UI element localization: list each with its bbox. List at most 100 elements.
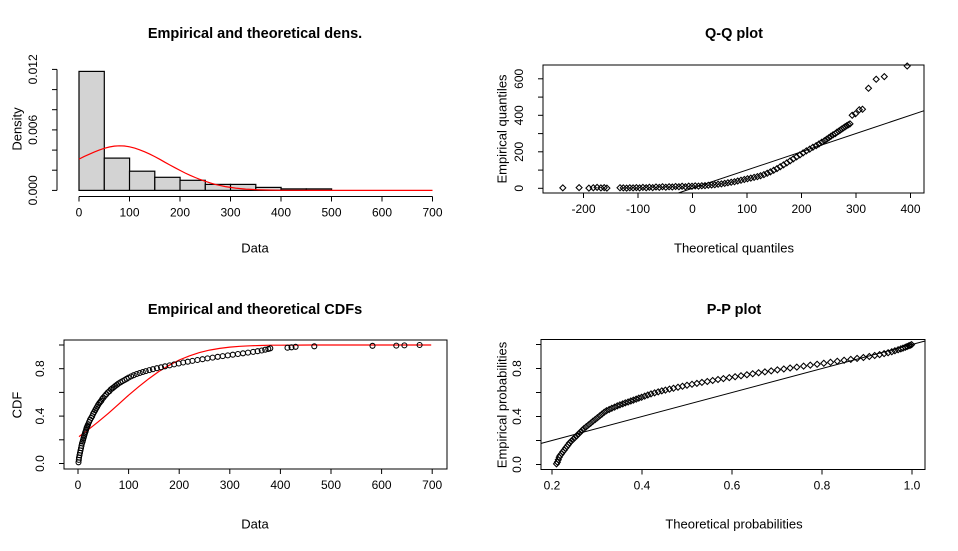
data-point-diamond <box>618 399 627 408</box>
data-point-diamond <box>694 182 703 190</box>
data-point-diamond <box>650 388 659 397</box>
x-tick-label: 400 <box>900 202 920 216</box>
data-point-diamond <box>711 180 719 189</box>
data-point-diamond <box>747 174 755 182</box>
data-point-diamond <box>645 183 654 191</box>
pp-title: P-P plot <box>706 301 762 318</box>
data-point-diamond <box>864 84 873 93</box>
histogram-bar <box>128 170 156 191</box>
y-tick-label: 0.0 <box>33 454 47 471</box>
cdf-xlabel: Data <box>241 516 269 531</box>
data-point-diamond <box>627 396 635 405</box>
data-point-diamond <box>602 406 611 414</box>
data-point-circle <box>224 351 231 358</box>
y-tick-label: 0.8 <box>33 360 47 377</box>
cdf-chart: 0 100 200 300 400 500 600 700 0.0 0.4 0.8 <box>33 339 448 492</box>
data-point-diamond <box>731 372 739 380</box>
data-point-diamond <box>802 147 811 155</box>
data-point-circle <box>369 342 376 349</box>
x-tick-label: 0 <box>76 206 83 220</box>
x-tick-label: 200 <box>791 202 811 216</box>
density-xlabel: Data <box>241 240 269 256</box>
data-point-diamond <box>773 365 782 374</box>
data-point-diamond <box>603 184 611 192</box>
data-point-diamond <box>806 360 815 369</box>
data-point-diamond <box>796 151 804 159</box>
density-ylabel: Density <box>9 107 25 151</box>
data-point-diamond <box>901 343 910 351</box>
data-point-diamond <box>851 110 860 118</box>
data-point-circle <box>204 354 211 361</box>
data-point-diamond <box>724 179 732 187</box>
data-point-diamond <box>714 375 722 383</box>
data-point-diamond <box>644 390 652 399</box>
cdf-panel: 0 100 200 300 400 500 600 700 0.0 0.4 0.8 Empirica… <box>0 276 479 551</box>
data-point-diamond <box>698 181 706 190</box>
pp-xlabel: Theoretical probabilities <box>665 516 803 531</box>
data-point-diamond <box>730 177 739 186</box>
data-point-circle <box>136 369 143 376</box>
data-point-diamond <box>903 62 911 70</box>
data-point-diamond <box>637 392 646 401</box>
pp-panel: 0.2 0.4 0.6 0.8 1.0 0.0 0.4 0.8 P-P plot Theore… <box>479 276 958 551</box>
density-title: Empirical and theoretical dens. <box>147 26 363 42</box>
data-point-diamond <box>872 75 880 84</box>
data-point-diamond <box>585 184 593 192</box>
x-tick-label: 100 <box>119 206 139 220</box>
data-point-diamond <box>640 391 649 400</box>
data-point-diamond <box>769 166 778 174</box>
data-point-diamond <box>786 157 794 165</box>
data-point-diamond <box>593 183 601 192</box>
data-point-circle <box>416 341 423 348</box>
data-point-diamond <box>698 378 706 386</box>
data-point-circle <box>284 344 291 351</box>
data-point-diamond <box>719 374 728 382</box>
histogram-bar <box>103 157 131 192</box>
data-point-circle <box>139 368 146 375</box>
data-point-diamond <box>906 340 914 349</box>
data-point-circle <box>229 351 236 358</box>
y-tick-label: 600 <box>512 68 526 88</box>
y-tick-label: 400 <box>512 105 526 125</box>
x-tick-label: 500 <box>321 478 341 492</box>
x-tick-label: 300 <box>846 202 866 216</box>
reference-line <box>541 339 926 444</box>
data-point-circle <box>142 367 149 374</box>
data-point-circle <box>101 392 108 399</box>
data-point-diamond <box>648 183 657 192</box>
data-point-diamond <box>833 357 842 365</box>
x-tick-label: 400 <box>270 478 290 492</box>
x-tick-label: -200 <box>571 202 595 216</box>
data-point-diamond <box>701 181 709 190</box>
histogram-bar <box>154 176 181 192</box>
data-point-diamond <box>613 401 622 410</box>
data-point-circle <box>146 366 153 373</box>
histogram-bar <box>78 70 105 192</box>
data-point-diamond <box>853 354 861 362</box>
data-point-diamond <box>610 402 619 411</box>
y-tick-label: 0.8 <box>510 359 524 376</box>
x-tick-label: 200 <box>170 206 190 220</box>
data-point-diamond <box>820 358 828 367</box>
data-point-circle <box>393 342 400 349</box>
data-point-diamond <box>846 120 854 128</box>
x-tick-label: 0.2 <box>544 478 561 492</box>
data-point-diamond <box>616 400 624 409</box>
data-point-circle <box>244 349 252 356</box>
cdf-title: Empirical and theoretical CDFs <box>147 301 363 318</box>
data-point-diamond <box>748 369 757 378</box>
data-point-diamond <box>840 356 848 364</box>
data-point-diamond <box>635 393 643 402</box>
data-point-diamond <box>760 170 768 179</box>
data-point-circle <box>219 352 226 359</box>
data-point-diamond <box>880 72 889 81</box>
data-point-diamond <box>780 364 788 373</box>
data-point-diamond <box>891 346 899 354</box>
x-tick-label: 1.0 <box>904 478 921 492</box>
data-point-diamond <box>589 184 598 192</box>
pp-chart: 0.2 0.4 0.6 0.8 1.0 0.0 0.4 0.8 <box>510 338 926 492</box>
data-point-circle <box>194 356 201 363</box>
density-panel: 0 100 200 300 400 500 600 700 0.000 0.006 0.012 Em… <box>0 0 479 276</box>
data-point-diamond <box>740 175 749 184</box>
